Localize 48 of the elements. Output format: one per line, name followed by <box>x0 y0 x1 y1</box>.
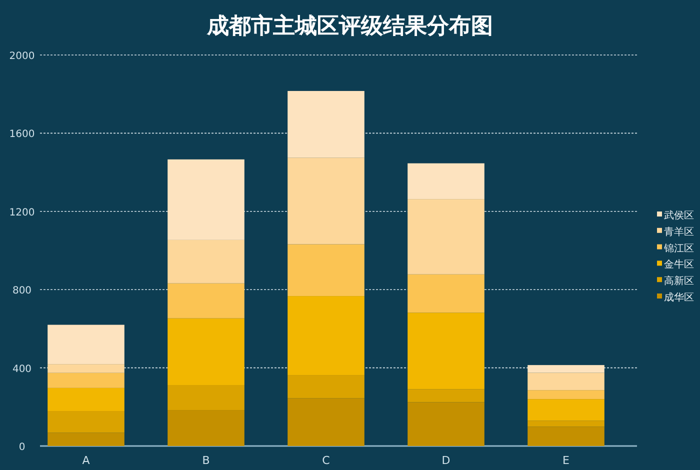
bar <box>168 283 244 318</box>
y-tick-label: 1200 <box>9 207 35 218</box>
bar <box>168 385 244 410</box>
x-tick-label: C <box>322 454 330 467</box>
y-tick-label: 1600 <box>9 129 35 140</box>
bar <box>168 240 244 284</box>
bar <box>528 365 604 373</box>
bar <box>408 402 484 446</box>
bar <box>48 432 124 446</box>
bar <box>288 398 364 446</box>
x-tick-label: E <box>562 454 570 467</box>
bar <box>48 411 124 433</box>
bar <box>288 296 364 376</box>
bar <box>408 389 484 402</box>
y-tick-label: 0 <box>18 442 26 453</box>
legend-label: 锦江区 <box>663 242 694 254</box>
x-tick-label: D <box>442 454 450 467</box>
legend-label: 成华区 <box>664 292 694 304</box>
bar <box>408 199 484 274</box>
bar <box>168 159 244 240</box>
bar <box>528 426 604 446</box>
bar <box>528 399 604 421</box>
legend-label: 金牛区 <box>664 258 694 271</box>
bar <box>408 163 484 200</box>
y-tick-label: 400 <box>12 364 32 375</box>
y-tick-label: 800 <box>12 286 32 297</box>
bar <box>168 410 244 446</box>
bar <box>288 244 364 296</box>
bar <box>48 324 124 364</box>
x-tick-label: A <box>82 454 90 467</box>
legend-label: 高新区 <box>664 275 694 288</box>
y-tick-label: 2000 <box>9 51 35 62</box>
bar <box>288 90 364 158</box>
bar <box>408 274 484 313</box>
bar <box>528 420 604 427</box>
bar <box>288 375 364 398</box>
bar <box>408 312 484 390</box>
legend-label: 武侯区 <box>664 210 694 222</box>
legend-label: 青羊区 <box>664 226 694 238</box>
chart-title: 成都市主城区评级结果分布图 <box>206 13 493 39</box>
bar <box>528 372 604 390</box>
bar <box>48 372 124 388</box>
bar <box>48 364 124 373</box>
bar <box>168 318 244 386</box>
bar <box>528 390 604 400</box>
bar <box>48 388 124 412</box>
bar <box>288 158 364 244</box>
x-tick-label: B <box>202 454 210 467</box>
